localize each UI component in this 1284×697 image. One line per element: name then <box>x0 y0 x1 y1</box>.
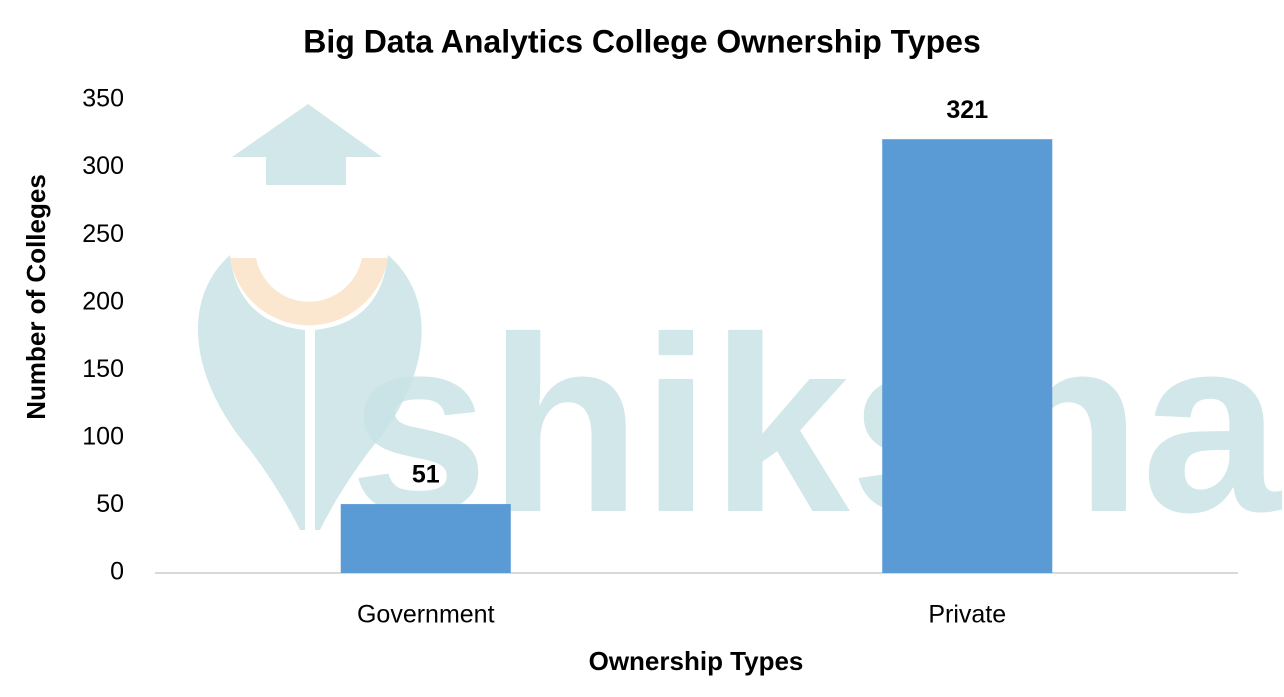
y-tick-label: 150 <box>82 355 124 383</box>
watermark-logo <box>197 104 422 530</box>
logo-cap <box>232 104 382 157</box>
value-label: 321 <box>946 96 988 124</box>
y-axis-label: Number of Colleges <box>21 174 51 420</box>
y-tick-label: 300 <box>82 152 124 180</box>
y-tick-label: 250 <box>82 220 124 248</box>
logo-left <box>197 255 305 530</box>
y-tick-label: 200 <box>82 287 124 315</box>
value-label: 51 <box>412 461 440 489</box>
y-tick-label: 350 <box>82 85 124 113</box>
bar <box>340 504 511 573</box>
logo-ring <box>230 258 388 326</box>
x-tick-label: Private <box>928 601 1006 629</box>
y-tick-label: 100 <box>82 422 124 450</box>
y-tick-label: 50 <box>96 490 124 518</box>
logo-right <box>315 255 422 530</box>
x-tick-label: Government <box>357 601 495 629</box>
chart-title: Big Data Analytics College Ownership Typ… <box>303 23 981 59</box>
logo-cap-base <box>266 157 346 185</box>
bar <box>882 139 1053 574</box>
x-axis-label: Ownership Types <box>589 646 804 676</box>
y-tick-label: 0 <box>110 558 124 586</box>
